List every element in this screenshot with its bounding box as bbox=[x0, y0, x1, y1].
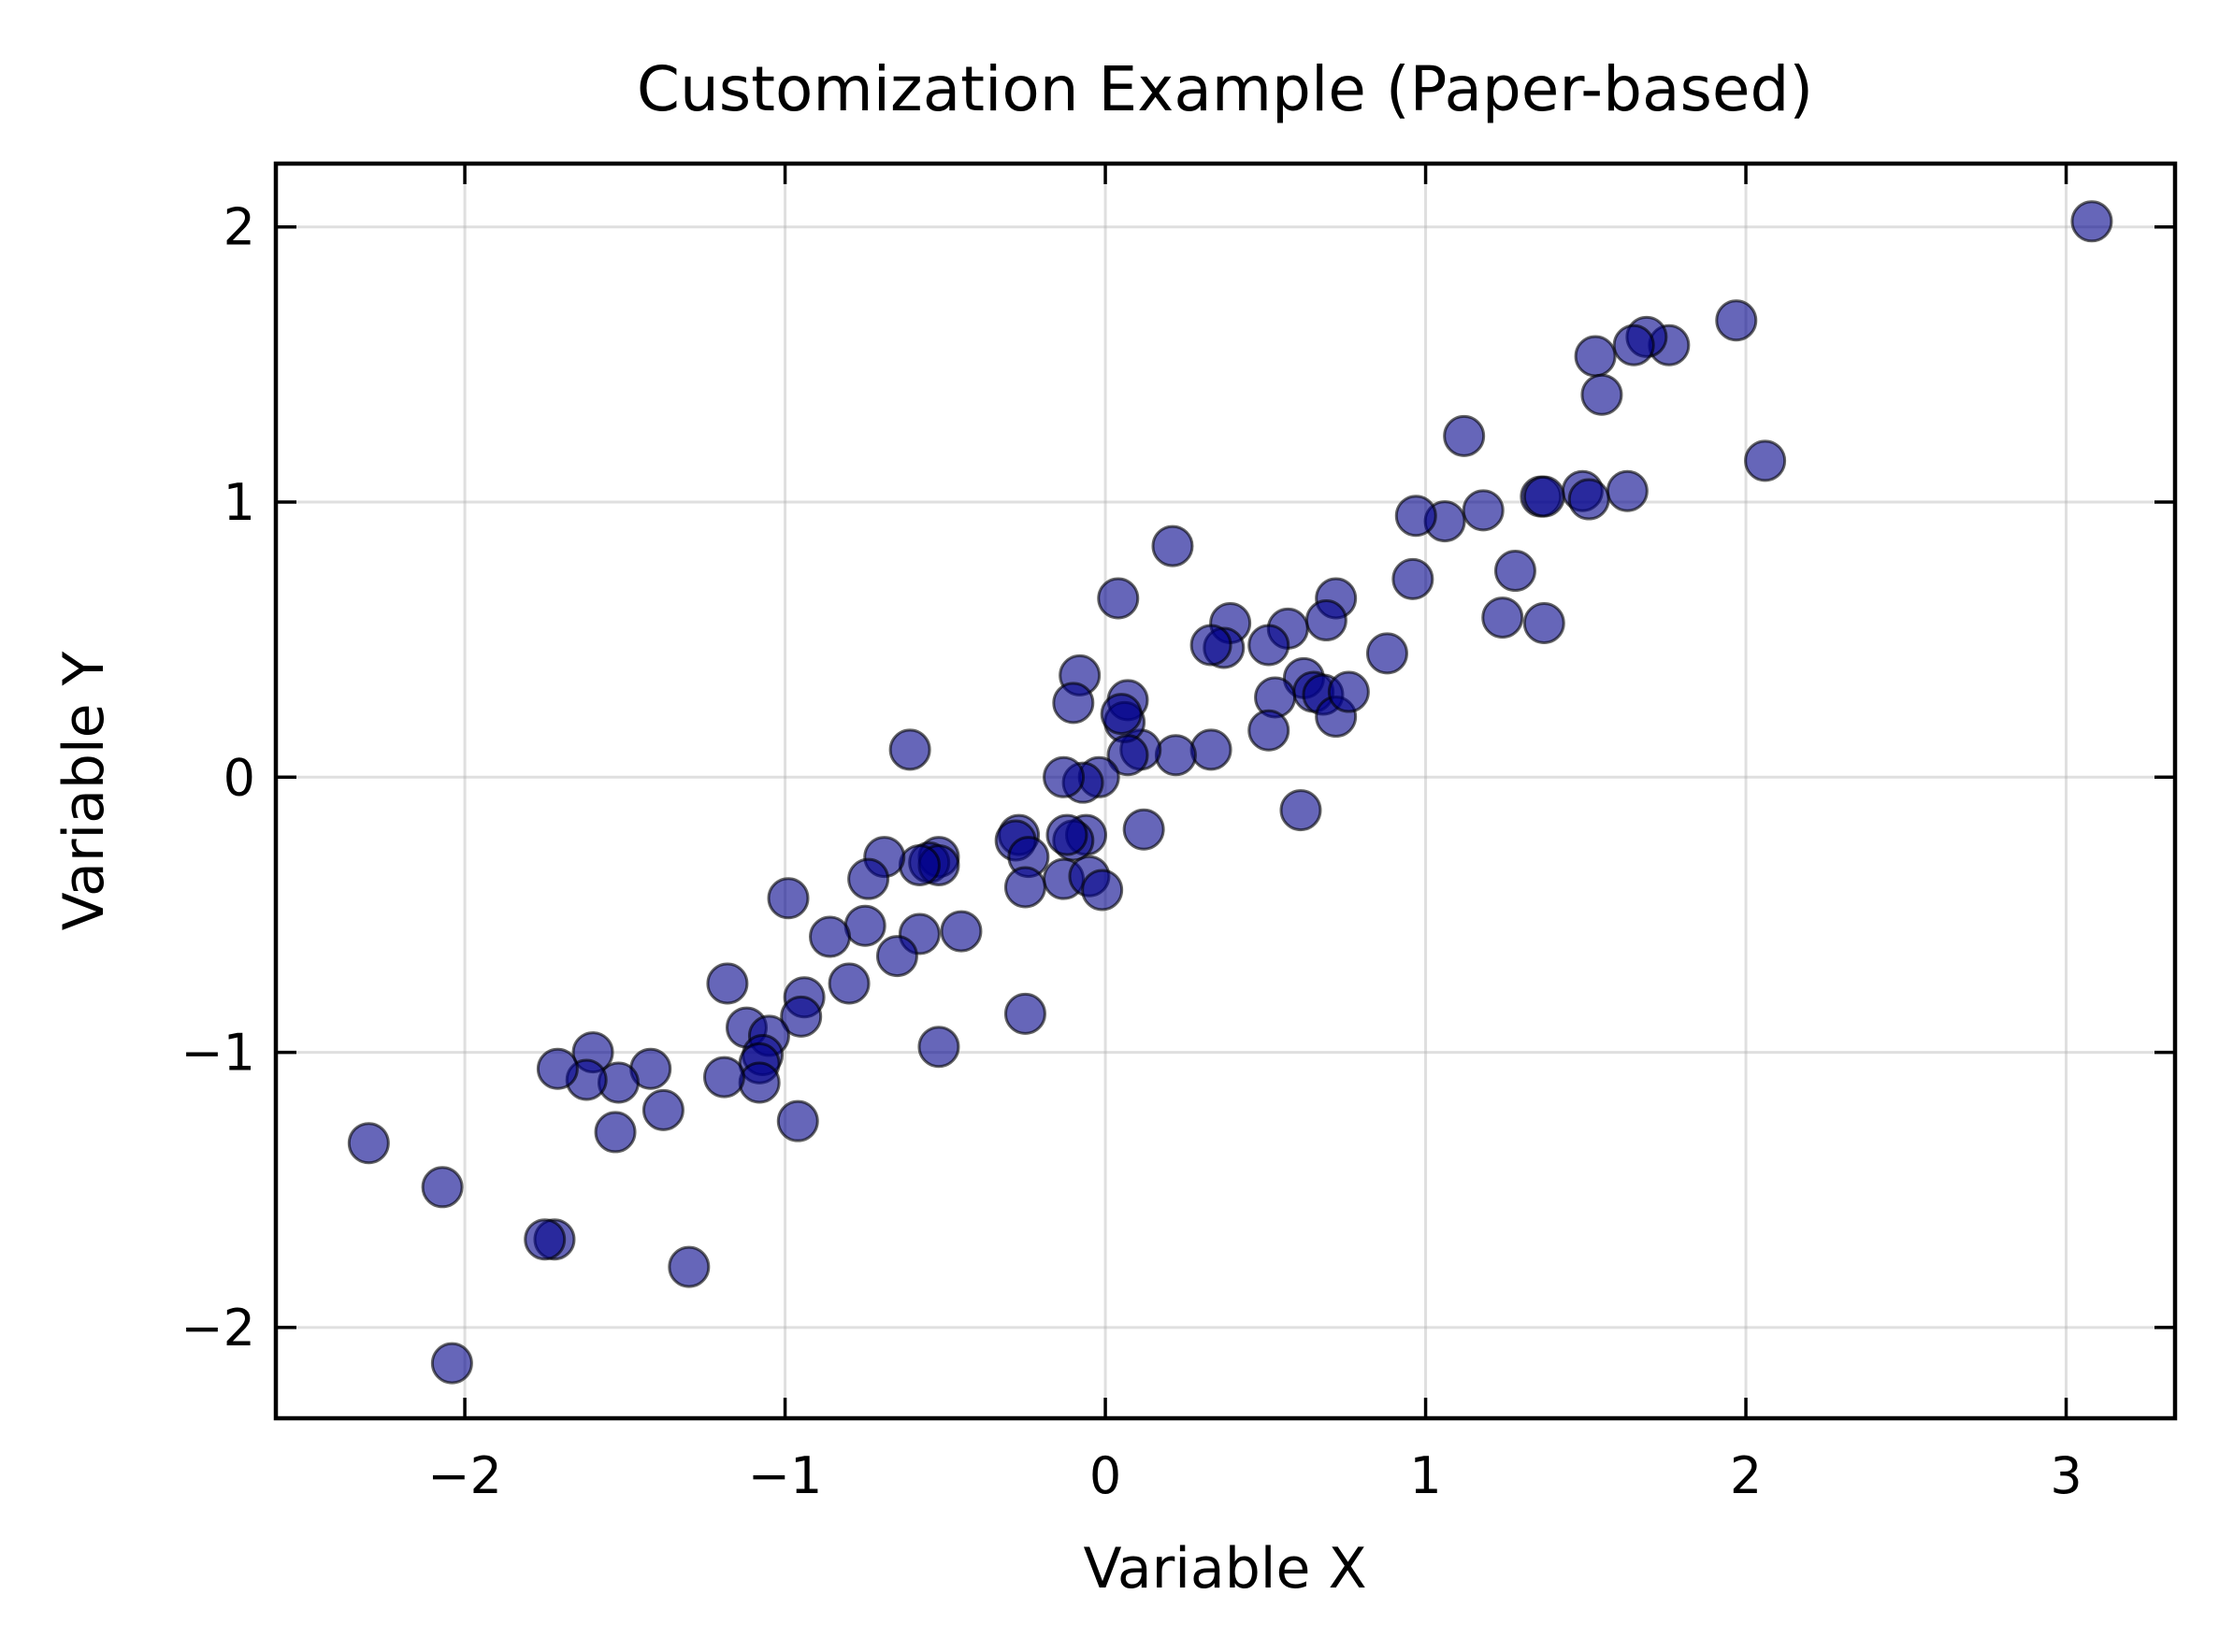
scatter-point bbox=[828, 962, 871, 1005]
scatter-point bbox=[1522, 601, 1565, 644]
scatter-point bbox=[1443, 414, 1486, 457]
scatter-point bbox=[1462, 489, 1505, 532]
scatter-point bbox=[347, 1122, 390, 1165]
x-tick-label: 0 bbox=[1089, 1446, 1121, 1505]
scatter-point bbox=[780, 995, 823, 1038]
scatter-point bbox=[706, 962, 749, 1005]
scatter-point bbox=[809, 915, 852, 958]
y-tick-label: 2 bbox=[223, 198, 255, 257]
x-tick-label: −2 bbox=[427, 1446, 502, 1505]
scatter-point bbox=[1003, 866, 1046, 909]
scatter-point bbox=[702, 1056, 745, 1099]
scatter-point bbox=[1481, 596, 1524, 639]
scatter-point bbox=[898, 843, 941, 886]
scatter-point bbox=[1304, 599, 1347, 642]
plot-frame bbox=[273, 161, 2178, 1421]
scatter-point bbox=[1279, 789, 1322, 832]
scatter-point bbox=[776, 1099, 819, 1142]
x-axis-label: Variable X bbox=[1083, 1536, 1366, 1602]
scatter-point bbox=[1715, 299, 1758, 342]
x-tick-label: 1 bbox=[1409, 1446, 1441, 1505]
scatter-point bbox=[1045, 813, 1088, 856]
scatter-point bbox=[1189, 624, 1232, 667]
tick-marks bbox=[276, 164, 2175, 1418]
scatter-point bbox=[1043, 755, 1086, 798]
scatter-point bbox=[940, 910, 983, 953]
scatter-point bbox=[430, 1342, 473, 1385]
scatter-point bbox=[1391, 557, 1434, 600]
scatter-point bbox=[1327, 670, 1370, 713]
scatter-point bbox=[1003, 992, 1046, 1035]
y-tick-label: 0 bbox=[223, 748, 255, 807]
scatter-point bbox=[888, 728, 931, 771]
scatter-point bbox=[2070, 200, 2113, 243]
scatter-point bbox=[668, 1245, 711, 1288]
scatter-point bbox=[1189, 728, 1232, 771]
y-tick-label: −1 bbox=[180, 1024, 255, 1083]
scatter-point bbox=[1122, 808, 1165, 851]
scatter-point bbox=[1522, 475, 1565, 518]
scatter-point bbox=[1100, 693, 1143, 736]
x-tick-label: 2 bbox=[1730, 1446, 1762, 1505]
scatter-point bbox=[524, 1218, 567, 1261]
y-axis-label: Variable Y bbox=[51, 651, 117, 930]
x-tick-label: −1 bbox=[748, 1446, 823, 1505]
y-tick-label: 1 bbox=[223, 473, 255, 532]
scatter-point bbox=[1612, 323, 1655, 366]
scatter-point bbox=[1606, 469, 1649, 512]
scatter-point bbox=[1580, 373, 1623, 416]
chart-title: Customization Example (Paper-based) bbox=[637, 53, 1813, 125]
scatter-point bbox=[875, 935, 918, 978]
scatter-point bbox=[767, 877, 810, 920]
scatter-point bbox=[1574, 335, 1617, 378]
grid-lines bbox=[276, 164, 2175, 1418]
scatter-point bbox=[1106, 734, 1149, 777]
scatter-point bbox=[1365, 632, 1408, 675]
scatter-point bbox=[843, 904, 886, 947]
scatter-point bbox=[917, 1026, 960, 1069]
scatter-point bbox=[1247, 624, 1290, 667]
scatter-point bbox=[1567, 478, 1610, 521]
scatter-point bbox=[1394, 495, 1437, 538]
y-tick-labels: −2 −1 0 1 2 bbox=[180, 198, 255, 1358]
scatter-point bbox=[1493, 550, 1536, 593]
scatter-point bbox=[1097, 577, 1140, 620]
data-points bbox=[347, 200, 2113, 1385]
y-tick-label: −2 bbox=[180, 1299, 255, 1358]
scatter-point bbox=[594, 1111, 637, 1154]
scatter-point bbox=[641, 1088, 684, 1131]
scatter-point bbox=[1744, 439, 1787, 482]
scatter-point bbox=[1154, 734, 1197, 777]
scatter-point bbox=[1151, 524, 1194, 567]
scatter-point bbox=[421, 1166, 464, 1209]
scatter-point bbox=[536, 1047, 579, 1090]
scatter-point bbox=[1081, 869, 1124, 912]
x-tick-labels: −2 −1 0 1 2 3 bbox=[427, 1446, 2082, 1505]
scatter-point bbox=[1247, 709, 1290, 752]
scatter-point bbox=[847, 857, 890, 900]
x-tick-label: 3 bbox=[2050, 1446, 2082, 1505]
scatter-point bbox=[1052, 682, 1095, 725]
scatter-point bbox=[738, 1061, 781, 1104]
